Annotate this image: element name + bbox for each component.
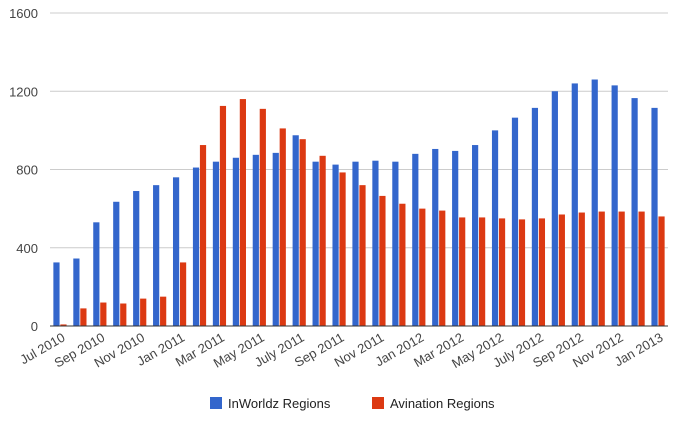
bar-avination-regions [479,217,486,326]
bar-avination-regions [379,195,386,326]
bar-inworldz-regions [392,161,399,326]
bar-avination-regions [60,324,67,326]
bars [53,79,665,326]
bar-avination-regions [459,217,466,326]
bar-avination-regions [219,105,227,326]
bar-inworldz-regions [412,153,419,326]
y-tick-label: 1600 [9,6,38,21]
bar-avination-regions [498,218,506,326]
bar-inworldz-regions [452,150,459,326]
bar-inworldz-regions [252,154,259,326]
y-tick-label: 800 [16,163,38,178]
bar-avination-regions [439,210,446,326]
bar-avination-regions [179,262,187,326]
legend-label: InWorldz Regions [228,396,331,411]
bar-inworldz-regions [192,167,200,326]
bar-inworldz-regions [272,152,279,326]
bar-inworldz-regions [212,161,220,326]
bar-inworldz-regions [611,85,618,326]
bar-inworldz-regions [651,107,658,326]
bar-avination-regions [538,218,546,326]
bar-avination-regions [80,308,87,326]
bar-inworldz-regions [472,145,479,326]
legend-swatch [372,397,384,409]
bar-inworldz-regions [332,164,339,326]
bar-inworldz-regions [531,107,539,326]
bar-avination-regions [259,108,266,326]
bar-inworldz-regions [352,161,359,326]
bar-inworldz-regions [631,98,638,326]
y-tick-label: 0 [31,319,38,334]
bar-inworldz-regions [113,201,120,326]
bar-inworldz-regions [53,262,60,326]
legend: InWorldz Regions Avination Regions [210,396,495,411]
y-axis-ticks: 0 400 800 1200 1600 [9,6,38,334]
bar-avination-regions [419,208,426,326]
bar-avination-regions [339,172,346,326]
bar-inworldz-regions [232,157,239,326]
bar-inworldz-regions [551,91,558,326]
bar-inworldz-regions [432,148,439,326]
bar-inworldz-regions [571,83,578,326]
bar-inworldz-regions [591,79,598,326]
bar-avination-regions [160,296,167,326]
bar-inworldz-regions [153,185,160,326]
y-tick-label: 400 [16,241,38,256]
legend-label: Avination Regions [390,396,495,411]
bar-avination-regions [658,216,665,326]
gridlines [50,12,668,249]
bar-inworldz-regions [511,117,519,326]
bar-avination-regions [279,128,286,326]
bar-avination-regions [140,298,147,326]
bar-avination-regions [558,214,565,326]
bar-avination-regions [319,155,326,326]
bar-inworldz-regions [292,135,299,326]
bar-avination-regions [299,139,306,326]
bar-inworldz-regions [491,130,499,326]
bar-avination-regions [618,211,625,326]
bar-avination-regions [359,185,366,326]
bar-avination-regions [120,303,127,326]
bar-avination-regions [638,211,645,326]
bar-inworldz-regions [372,160,379,326]
bar-avination-regions [199,145,207,326]
bar-inworldz-regions [312,161,319,326]
y-tick-label: 1200 [9,84,38,99]
bar-inworldz-regions [172,177,180,326]
bar-avination-regions [239,99,246,326]
bar-inworldz-regions [133,191,140,326]
bar-avination-regions [399,203,406,326]
bar-avination-regions [518,219,526,326]
bar-avination-regions [100,302,107,326]
bar-inworldz-regions [93,222,100,326]
legend-swatch [210,397,222,409]
bar-inworldz-regions [73,258,80,326]
bar-avination-regions [598,211,605,326]
bar-avination-regions [578,212,585,326]
